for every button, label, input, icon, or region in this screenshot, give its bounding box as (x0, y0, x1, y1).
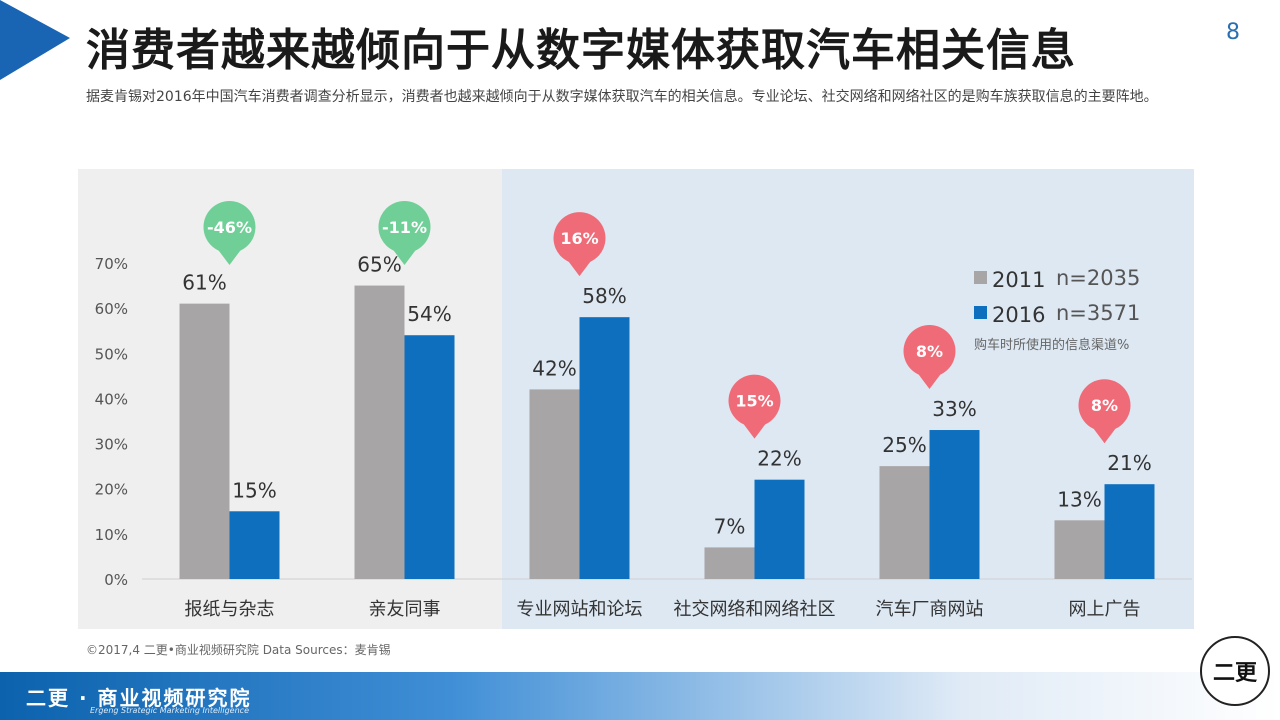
legend-note: 购车时所使用的信息渠道% (974, 337, 1129, 353)
legend-sample-2016: n=3571 (1056, 301, 1140, 325)
bar-2016 (579, 317, 630, 579)
bar-2016 (1104, 484, 1155, 579)
y-tick-label: 70% (95, 255, 128, 273)
brand-tagline: Ergeng Strategic Marketing Intelligence (90, 706, 249, 715)
bar-2016 (754, 479, 805, 579)
bar-value-label: 7% (714, 514, 746, 538)
change-marker-tail (742, 422, 767, 439)
legend-swatch-2011 (974, 271, 987, 284)
change-marker-tail (1092, 427, 1117, 444)
change-label: 16% (560, 229, 598, 248)
bar-value-label: 42% (532, 356, 576, 380)
category-label: 网上广告 (1069, 599, 1141, 620)
y-tick-label: 10% (95, 526, 128, 544)
change-label: -46% (207, 218, 252, 237)
category-label: 社交网络和网络社区 (674, 599, 836, 620)
legend-label-2016: 2016 (992, 303, 1045, 327)
bar-value-label: 22% (757, 447, 801, 471)
bar-2011 (354, 285, 405, 579)
brand-seal-logo: 二更 (1200, 636, 1270, 706)
brand-name: 二更 · 商业视频研究院 (26, 686, 252, 710)
bar-2011 (179, 303, 230, 579)
bar-value-label: 33% (932, 397, 976, 421)
bar-2016 (229, 511, 280, 579)
legend-label-2011: 2011 (992, 268, 1045, 292)
bar-chart: 0% 10% 20% 30% 40% 50% 60% 70% 61% 15% 65% 54% 42% 5… (78, 169, 1194, 629)
bar-2011 (1054, 520, 1105, 579)
bar-value-label: 54% (407, 302, 451, 326)
y-tick-label: 50% (95, 345, 128, 363)
y-tick-label: 0% (104, 571, 128, 589)
bar-value-label: 58% (582, 284, 626, 308)
change-label: -11% (382, 218, 427, 237)
y-tick-label: 60% (95, 300, 128, 318)
page-number: 8 (1226, 20, 1240, 45)
bar-2016 (404, 335, 455, 579)
category-label: 专业网站和论坛 (517, 599, 643, 620)
y-tick-label: 30% (95, 436, 128, 454)
bar-2016 (929, 430, 980, 579)
change-marker-tail (392, 249, 417, 265)
category-label: 汽车厂商网站 (876, 599, 984, 620)
legend-swatch-2016 (974, 306, 987, 319)
change-marker (203, 201, 256, 253)
slide-subtitle: 据麦肯锡对2016年中国汽车消费者调查分析显示，消费者也越来越倾向于从数字媒体获… (86, 89, 1158, 105)
change-marker (378, 201, 431, 253)
change-marker-tail (917, 373, 942, 390)
change-marker-tail (217, 249, 242, 265)
bar-value-label: 13% (1057, 487, 1101, 511)
change-marker (553, 212, 606, 265)
change-marker (903, 325, 956, 378)
bar-2011 (879, 466, 930, 579)
category-label: 报纸与杂志 (185, 599, 275, 620)
change-marker (728, 374, 781, 427)
change-marker-tail (567, 260, 592, 277)
title-arrow-icon (0, 0, 70, 80)
y-tick-label: 20% (95, 481, 128, 499)
bar-2011 (529, 389, 580, 579)
change-label: 8% (1091, 396, 1118, 415)
bar-value-label: 65% (357, 253, 401, 277)
change-label: 8% (916, 342, 943, 361)
category-label: 亲友同事 (369, 599, 441, 620)
footer-credit: ©2017,4 二更•商业视频研究院 Data Sources：麦肯锡 (86, 643, 391, 657)
legend-sample-2011: n=2035 (1056, 266, 1140, 290)
footer-bar (0, 672, 1280, 720)
bar-2011 (704, 547, 755, 579)
bar-value-label: 61% (182, 271, 226, 295)
bar-value-label: 21% (1107, 451, 1151, 475)
slide-title: 消费者越来越倾向于从数字媒体获取汽车相关信息 (86, 25, 1076, 76)
bar-value-label: 25% (882, 433, 926, 457)
bar-value-label: 15% (232, 478, 276, 502)
y-tick-label: 40% (95, 390, 128, 408)
change-label: 15% (735, 392, 773, 411)
change-marker (1078, 379, 1131, 432)
